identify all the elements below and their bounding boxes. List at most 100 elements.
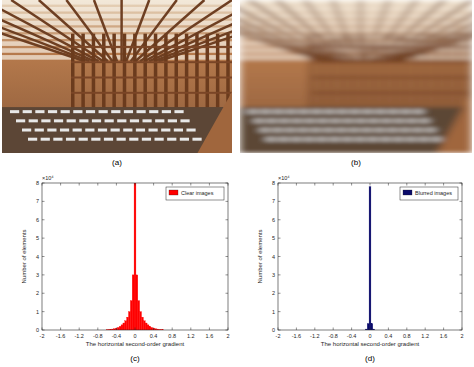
x-tick-label: 2	[460, 333, 463, 339]
x-tick	[351, 328, 352, 331]
desk	[381, 138, 390, 141]
photo	[2, 0, 232, 153]
x-tick	[462, 183, 463, 186]
histogram-bar	[371, 324, 373, 330]
y-tick-label: 5	[36, 235, 39, 241]
desk	[61, 110, 70, 113]
desk	[254, 119, 263, 122]
y-tick	[460, 256, 463, 257]
y-tick	[42, 274, 45, 275]
desk	[10, 110, 19, 113]
x-tick-label: 1.6	[440, 333, 448, 339]
y-tick	[278, 238, 281, 239]
beam	[388, 0, 472, 61]
histogram-bar	[130, 301, 132, 330]
panel-caption: (d)	[365, 354, 375, 363]
beam	[149, 0, 232, 61]
histogram-bar	[142, 317, 144, 330]
desk	[137, 110, 146, 113]
histogram-bar	[367, 324, 369, 330]
x-tick	[278, 328, 279, 331]
x-tick	[209, 183, 210, 186]
desk	[73, 110, 82, 113]
desk	[155, 138, 164, 141]
y-tick	[278, 330, 281, 331]
desk	[47, 129, 56, 132]
y-axis-label: Number of elements	[21, 229, 27, 283]
plot-frame	[278, 183, 462, 330]
x-tick	[296, 183, 297, 186]
y-tick-label: 7	[272, 198, 275, 204]
desk	[28, 138, 37, 141]
x-tick-label: -1.6	[292, 333, 301, 339]
desk	[98, 129, 107, 132]
desk	[324, 129, 333, 132]
y-tick	[278, 256, 281, 257]
desk	[123, 129, 132, 132]
histogram-bar	[125, 321, 127, 330]
y-tick-label: 6	[36, 217, 39, 223]
shelf	[71, 77, 232, 79]
desk	[16, 119, 25, 122]
x-tick	[60, 328, 61, 331]
y-tick	[42, 330, 45, 331]
desk	[337, 129, 346, 132]
y-tick-label: 3	[36, 272, 39, 278]
desk	[60, 129, 69, 132]
beam	[120, 0, 123, 61]
desk	[368, 138, 377, 141]
desk	[180, 138, 189, 141]
x-tick	[97, 183, 98, 186]
desk	[317, 138, 326, 141]
shelf	[310, 61, 472, 63]
desk	[266, 138, 275, 141]
desk	[414, 110, 423, 113]
desk	[162, 110, 171, 113]
desk	[104, 138, 113, 141]
y-tick	[42, 201, 45, 202]
marks	[365, 187, 374, 330]
y-tick	[42, 219, 45, 220]
desk	[401, 110, 410, 113]
desk	[35, 129, 44, 132]
y-tick	[42, 293, 45, 294]
y-tick-label: 1	[36, 309, 39, 315]
histogram-bar	[140, 312, 142, 330]
skylight	[2, 0, 232, 5]
histogram-bar	[128, 312, 130, 330]
desk	[167, 138, 176, 141]
x-tick	[135, 183, 136, 186]
histogram-bar	[127, 317, 129, 330]
y-tick	[460, 219, 463, 220]
x-tick	[42, 183, 43, 186]
x-tick-label: -1.2	[310, 333, 319, 339]
legend: Blurred images	[400, 187, 458, 200]
desk	[362, 129, 371, 132]
desk	[117, 138, 126, 141]
desk	[23, 110, 32, 113]
x-tick-label: 1.2	[187, 333, 195, 339]
desk	[330, 138, 339, 141]
x-tick	[116, 183, 117, 186]
y-tick	[460, 238, 463, 239]
desk	[298, 129, 307, 132]
histogram-bar	[138, 301, 140, 330]
skylight	[240, 0, 472, 5]
x-tick	[79, 183, 80, 186]
desk	[54, 119, 63, 122]
desk	[286, 110, 295, 113]
desk	[29, 119, 38, 122]
y-tick	[460, 183, 463, 184]
desk	[413, 129, 422, 132]
desk	[375, 129, 384, 132]
desk	[274, 110, 283, 113]
y-tick	[460, 330, 463, 331]
y-tick-label: 5	[272, 235, 275, 241]
legend-box	[400, 187, 458, 200]
x-tick	[370, 328, 371, 331]
desk	[407, 119, 416, 122]
legend-label: Clear images	[181, 190, 214, 196]
y-tick	[460, 201, 463, 202]
desk	[192, 138, 201, 141]
y-tick	[42, 238, 45, 239]
